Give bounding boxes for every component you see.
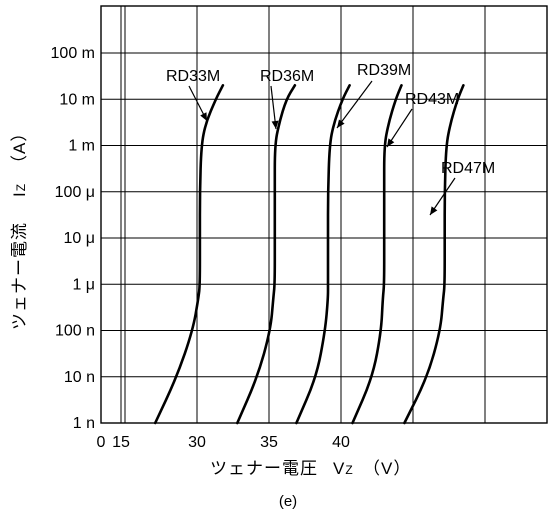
x-axis-symbol: VZ bbox=[333, 459, 354, 478]
y-tick-label: 100 μ bbox=[55, 184, 95, 201]
pointer-arrowhead bbox=[337, 119, 345, 128]
pointer-arrowhead bbox=[387, 138, 395, 147]
series-line bbox=[153, 84, 225, 425]
x-tick-labels: 0 15 30 35 40 bbox=[97, 434, 350, 451]
y-tick-label: 1 μ bbox=[72, 276, 95, 293]
x-axis-unit: （V） bbox=[363, 459, 411, 478]
y-tick-label: 10 m bbox=[59, 91, 95, 108]
x-tick-label: 0 bbox=[97, 434, 106, 451]
figure-caption: (e) bbox=[279, 493, 297, 510]
x-axis-symbol-subscript: Z bbox=[345, 463, 353, 477]
pointer-arrowhead bbox=[200, 112, 207, 121]
grid-lines bbox=[101, 6, 547, 424]
y-axis-title-text: ツェナー電流 bbox=[10, 222, 29, 330]
x-axis-symbol-letter: V bbox=[333, 459, 345, 478]
series-line bbox=[403, 84, 465, 425]
series-label-rd47m: RD47M bbox=[441, 160, 495, 177]
y-tick-label: 1 n bbox=[73, 415, 95, 432]
series-label-rd43m: RD43M bbox=[405, 91, 459, 108]
x-axis-title: ツェナー電圧 bbox=[210, 459, 318, 478]
pointer-arrowhead bbox=[271, 120, 279, 129]
series-labels: RD33M RD36M RD39M RD43M RD47M bbox=[166, 62, 495, 177]
series-line bbox=[295, 84, 351, 425]
series-line bbox=[236, 84, 297, 425]
pointer-line bbox=[336, 80, 373, 129]
y-axis-symbol-letter: I bbox=[10, 191, 29, 197]
y-axis-symbol: IZ bbox=[10, 183, 29, 197]
y-tick-label: 1 m bbox=[68, 138, 95, 155]
y-axis-title: ツェナー電流 IZ （A） bbox=[10, 124, 29, 330]
y-tick-labels: 1 n 10 n 100 n 1 μ 10 μ 100 μ 1 m 10 m 100 m bbox=[51, 45, 95, 432]
series-label-rd36m: RD36M bbox=[260, 68, 314, 85]
series-curves bbox=[153, 84, 465, 425]
y-tick-label: 10 n bbox=[64, 369, 95, 386]
x-tick-label: 35 bbox=[260, 434, 278, 451]
y-axis-unit: （A） bbox=[10, 124, 29, 172]
series-line bbox=[351, 84, 403, 425]
y-tick-label: 100 m bbox=[51, 45, 95, 62]
y-tick-label: 100 n bbox=[55, 323, 95, 340]
series-label-rd39m: RD39M bbox=[357, 62, 411, 79]
pointer-arrowhead bbox=[430, 206, 438, 215]
x-tick-label: 15 bbox=[112, 434, 130, 451]
x-tick-label: 40 bbox=[332, 434, 350, 451]
series-label-rd33m: RD33M bbox=[166, 68, 220, 85]
x-tick-label: 30 bbox=[188, 434, 206, 451]
label-pointers bbox=[188, 80, 456, 216]
y-axis-symbol-subscript: Z bbox=[14, 183, 28, 191]
y-tick-label: 10 μ bbox=[64, 230, 95, 247]
